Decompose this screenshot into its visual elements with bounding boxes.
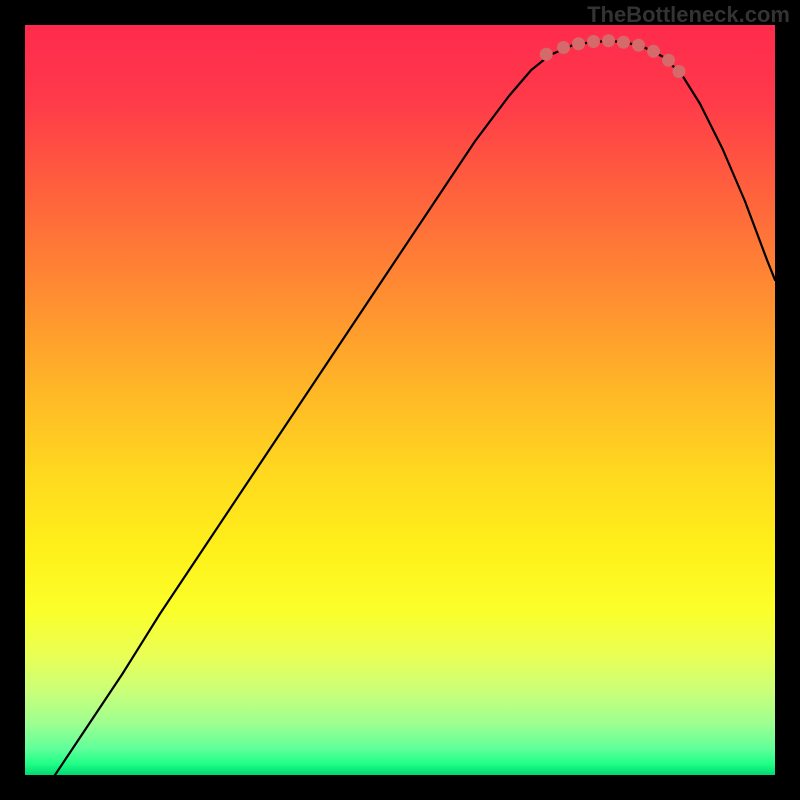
marker-point <box>662 54 675 67</box>
marker-point <box>647 45 660 58</box>
curve-layer <box>25 25 775 775</box>
plot-area <box>25 25 775 775</box>
marker-point <box>602 34 615 47</box>
bottleneck-markers <box>540 34 686 78</box>
marker-point <box>572 37 585 50</box>
marker-point <box>617 36 630 49</box>
marker-point <box>540 48 553 61</box>
marker-point <box>557 41 570 54</box>
marker-point <box>587 35 600 48</box>
marker-point <box>632 39 645 52</box>
watermark-text: TheBottleneck.com <box>587 2 790 28</box>
marker-point <box>673 65 686 78</box>
bottleneck-curve <box>55 42 775 776</box>
